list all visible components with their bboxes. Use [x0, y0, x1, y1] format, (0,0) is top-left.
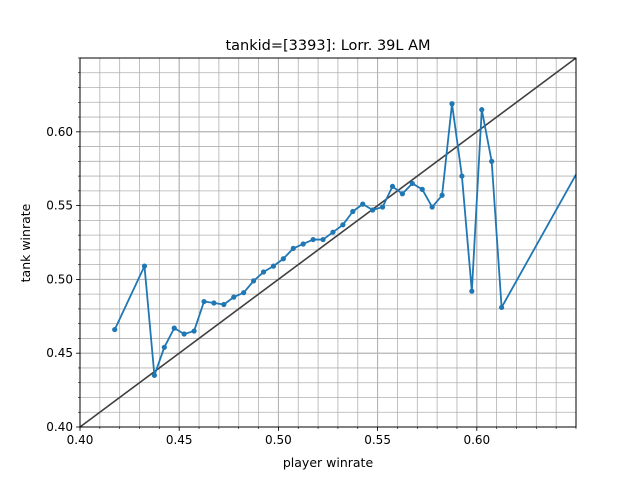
y-axis-label: tank winrate	[18, 203, 33, 282]
data-point	[350, 208, 356, 215]
data-point	[231, 294, 237, 300]
x-axis-label: player winrate	[283, 455, 374, 470]
data-point	[399, 191, 405, 197]
data-point	[310, 236, 316, 243]
diagonal-reference-line	[79, 57, 577, 428]
data-point	[221, 301, 227, 308]
data-point	[360, 201, 366, 207]
data-point	[211, 300, 217, 306]
data-point	[419, 186, 425, 192]
data-point	[251, 278, 257, 284]
data-point	[409, 180, 415, 187]
data-point	[429, 204, 435, 210]
data-point	[112, 326, 118, 333]
x-tick-label: 0.60	[463, 433, 490, 447]
data-point	[280, 256, 286, 262]
data-point	[141, 263, 148, 269]
x-tick-label: 0.45	[166, 433, 193, 447]
y-tick-label: 0.60	[46, 125, 73, 139]
data-point	[300, 241, 306, 247]
data-point	[171, 325, 177, 331]
data-point	[191, 328, 197, 334]
y-axis-ticks: 0.40 0.45 0.50 0.55 0.60	[46, 57, 80, 434]
data-point	[260, 269, 267, 275]
plot-frame	[79, 57, 577, 428]
data-point	[181, 331, 187, 337]
data-point	[370, 207, 376, 213]
x-axis-ticks: 0.40 0.45 0.50 0.55 0.60	[67, 427, 577, 447]
data-point	[489, 158, 495, 164]
data-point	[340, 222, 346, 228]
data-point	[469, 288, 475, 294]
data-point	[479, 107, 485, 113]
y-tick-label: 0.40	[46, 420, 73, 434]
y-tick-label: 0.45	[46, 346, 73, 360]
x-tick-label: 0.40	[67, 433, 94, 447]
data-point	[161, 344, 167, 350]
x-tick-label: 0.50	[265, 433, 292, 447]
data-point	[330, 229, 336, 235]
data-point	[270, 263, 277, 269]
chart-title: tankid=[3393]: Lorr. 39L AM	[225, 38, 430, 54]
data-point	[290, 245, 296, 252]
y-tick-label: 0.50	[46, 272, 73, 286]
data-point	[449, 101, 455, 107]
data-point	[389, 183, 396, 190]
data-point	[201, 298, 207, 305]
x-tick-label: 0.55	[364, 433, 391, 447]
data-point	[439, 192, 445, 198]
data-point	[459, 173, 465, 179]
y-tick-label: 0.55	[46, 199, 73, 213]
data-point	[320, 236, 326, 243]
data-point	[379, 204, 386, 210]
data-point	[151, 372, 157, 378]
data-point	[241, 290, 247, 296]
series-layer	[112, 101, 577, 378]
data-point	[499, 304, 505, 311]
